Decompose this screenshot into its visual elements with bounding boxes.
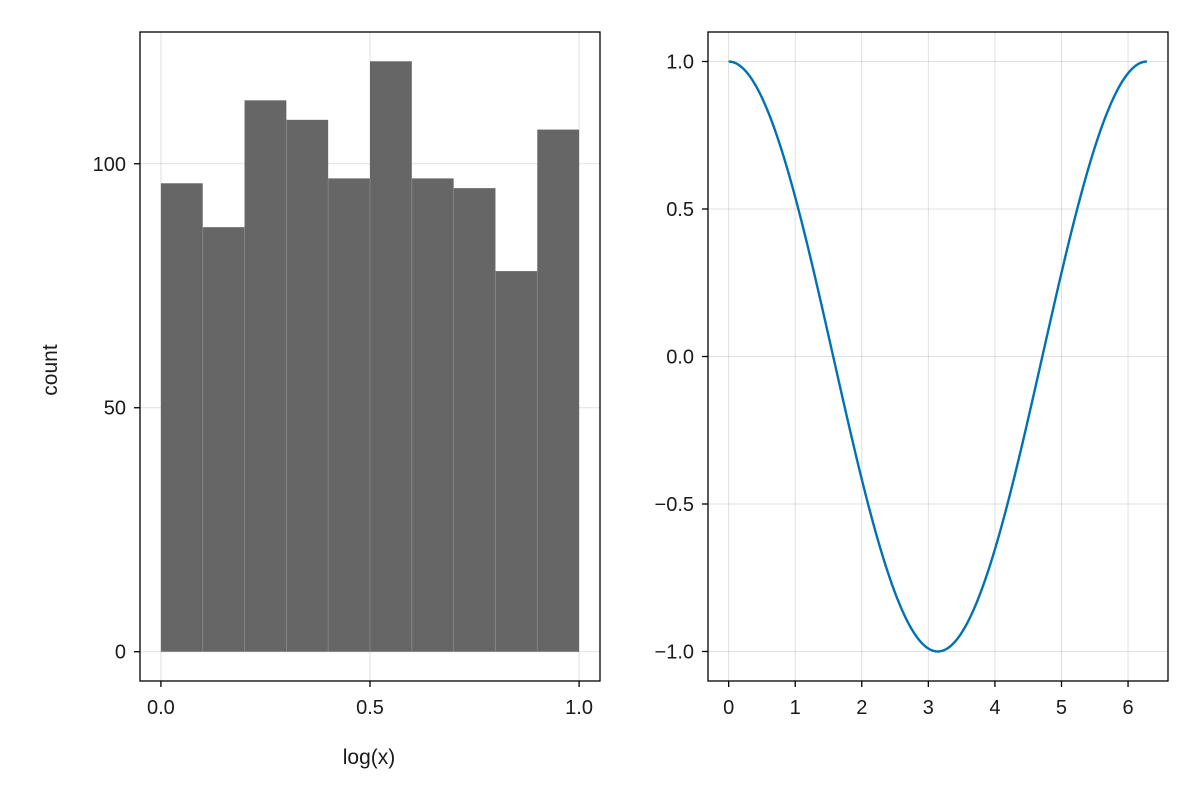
line-panel: 0 1 2 3 4 5 6 −1.0 −0.5 0.0 0.5 1.0 <box>655 31 1169 719</box>
histogram-y-tick-label-1: 50 <box>104 398 126 420</box>
histogram-bar-9 <box>537 129 580 652</box>
line-y-tick-label-2: 0.0 <box>666 347 694 369</box>
histogram-bar-7 <box>453 188 496 652</box>
histogram-bar-0 <box>160 183 203 652</box>
histogram-y-axis-label: count <box>39 344 62 396</box>
histogram-y-tick-label-2: 100 <box>93 154 126 176</box>
histogram-bar-3 <box>286 119 329 652</box>
histogram-y-tick-label-0: 0 <box>115 642 126 664</box>
histogram-bar-4 <box>328 178 370 652</box>
cosine-series-line <box>728 60 1147 653</box>
line-y-tick-label-1: −0.5 <box>655 494 694 516</box>
histogram-x-tick-label-2: 1.0 <box>565 697 593 719</box>
line-x-tick-label-0: 0 <box>723 697 734 719</box>
histogram-bar-5 <box>370 61 412 652</box>
histogram-bar-6 <box>411 178 454 652</box>
line-x-tick-label-2: 2 <box>856 697 867 719</box>
histogram-panel: log(x) count 0.0 0.5 1.0 0 50 100 <box>39 31 601 769</box>
line-y-tick-label-3: 0.5 <box>666 199 694 221</box>
line-x-tick-label-5: 5 <box>1056 697 1067 719</box>
line-x-tick-label-3: 3 <box>923 697 934 719</box>
line-y-tick-label-0: −1.0 <box>655 642 694 664</box>
histogram-x-axis-label: log(x) <box>343 746 396 769</box>
histogram-bar-8 <box>495 271 538 652</box>
histogram-x-tick-label-0: 0.0 <box>147 697 175 719</box>
line-x-tick-label-6: 6 <box>1122 697 1133 719</box>
histogram-bar-1 <box>202 227 245 652</box>
line-x-tick-label-1: 1 <box>790 697 801 719</box>
line-x-tick-label-4: 4 <box>989 697 1000 719</box>
line-y-tick-label-4: 1.0 <box>666 52 694 74</box>
histogram-x-tick-label-1: 0.5 <box>356 697 384 719</box>
histogram-bar-2 <box>244 100 287 652</box>
